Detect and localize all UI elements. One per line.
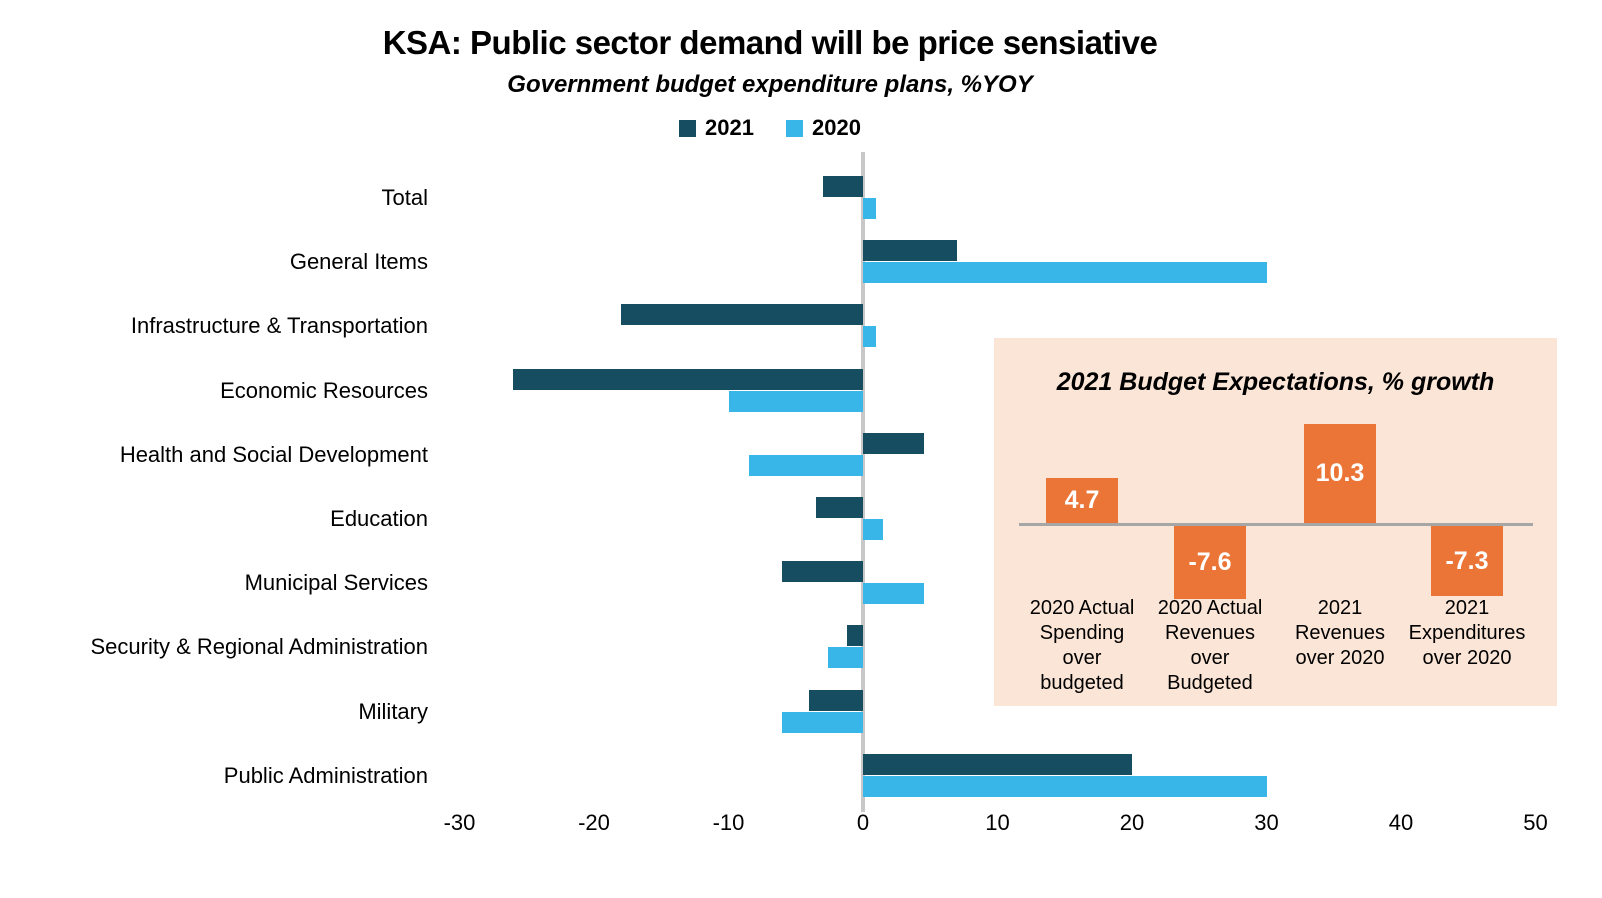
category-label-general-items: General Items (289, 249, 428, 275)
bar-2021-municipal-services (782, 561, 863, 583)
bar-2021-security-regional-administration (846, 625, 863, 647)
bar-2020-general-items (863, 262, 1267, 284)
inset-bar-value-label: -7.6 (1188, 547, 1232, 576)
legend-swatch-2021-icon (679, 119, 697, 137)
bar-2021-economic-resources (513, 368, 863, 390)
bar-2021-infrastructure-transportation (620, 304, 863, 326)
x-axis-label--30: -30 (443, 810, 476, 835)
bar-2021-education (815, 497, 863, 518)
category-label-health-and-social-development: Health and Social Development (119, 441, 428, 467)
x-axis-label--10: -10 (712, 810, 745, 835)
inset-bar-2021-revenues-over-2020: 10.3 (1304, 424, 1376, 523)
chart-header: KSA: Public sector demand will be price … (0, 24, 1540, 141)
bar-2020-health-and-social-development (748, 454, 863, 476)
inset-budget-chart: 2021 Budget Expectations, % growth 4.7 -7… (994, 338, 1557, 706)
bar-2020-municipal-services (863, 583, 924, 605)
bar-2020-total (863, 198, 877, 219)
x-axis-label-40: 40 (1388, 810, 1414, 835)
inset-zero-axis-line (1019, 523, 1533, 526)
category-label-economic-resources: Economic Resources (220, 377, 428, 403)
zero-axis-line (861, 152, 865, 812)
bar-2021-military (809, 689, 863, 711)
category-label-municipal-services: Municipal Services (244, 570, 428, 596)
bar-2021-general-items (863, 240, 958, 262)
category-label-security-regional-administration: Security & Regional Administration (90, 634, 429, 660)
category-label-total: Total (381, 185, 428, 210)
bar-2020-public-administration (863, 775, 1267, 797)
legend-swatch-2020-icon (786, 119, 803, 137)
x-axis-label-30: 30 (1254, 810, 1279, 835)
inset-category-label-2021-revenues-over-2020: 2021 Revenues over 2020 (1294, 597, 1386, 669)
category-label-military: Military (358, 698, 428, 724)
chart-title: KSA: Public sector demand will be price … (382, 24, 1158, 61)
category-label-public-administration: Public Administration (223, 762, 428, 788)
legend-label-2021: 2021 (705, 115, 754, 140)
bar-2021-health-and-social-development (863, 432, 924, 454)
bar-2021-public-administration (863, 753, 1132, 775)
bar-2020-security-regional-administration (828, 647, 863, 669)
inset-category-label-2020-actual-revenues-over-budgeted: 2020 Actual Revenues over Budgeted (1157, 597, 1263, 694)
inset-category-label-2021-expenditures-over-2020: 2021 Expenditures over 2020 (1408, 597, 1526, 669)
inset-bar-value-label: 4.7 (1064, 485, 1100, 514)
x-axis-label-10: 10 (985, 810, 1010, 835)
inset-bar-2020-actual-revenues-over-budgeted: -7.6 (1174, 526, 1246, 599)
inset-bar-2020-actual-spending-over-budgeted: 4.7 (1046, 477, 1118, 523)
category-label-infrastructure-transportation: Infrastructure & Transportation (130, 313, 428, 339)
category-label-education: Education (330, 506, 428, 531)
chart-legend: 2021 2020 (0, 115, 1540, 141)
legend-label-2020: 2020 (812, 115, 861, 140)
inset-bar-value-label: -7.3 (1445, 546, 1489, 575)
inset-bar-value-label: 10.3 (1315, 459, 1365, 488)
legend-item-2021: 2021 (679, 115, 754, 141)
x-axis-label-0: 0 (856, 810, 870, 835)
bar-2020-military (782, 711, 863, 733)
x-axis-label-20: 20 (1119, 810, 1145, 835)
bar-2020-economic-resources (728, 390, 863, 412)
chart-subtitle: Government budget expenditure plans, %YO… (507, 71, 1033, 98)
legend-item-2020: 2020 (786, 115, 861, 141)
x-axis-label-50: 50 (1523, 810, 1548, 835)
bar-2021-total (822, 176, 863, 197)
inset-bar-2021-expenditures-over-2020: -7.3 (1431, 526, 1503, 597)
bar-2020-education (863, 519, 884, 540)
inset-title: 2021 Budget Expectations, % growth (1056, 368, 1495, 396)
bar-2020-infrastructure-transportation (863, 326, 877, 348)
x-axis-label--20: -20 (578, 810, 610, 835)
inset-category-label-2020-actual-spending-over-budgeted: 2020 Actual Spending over budgeted (1029, 597, 1135, 694)
